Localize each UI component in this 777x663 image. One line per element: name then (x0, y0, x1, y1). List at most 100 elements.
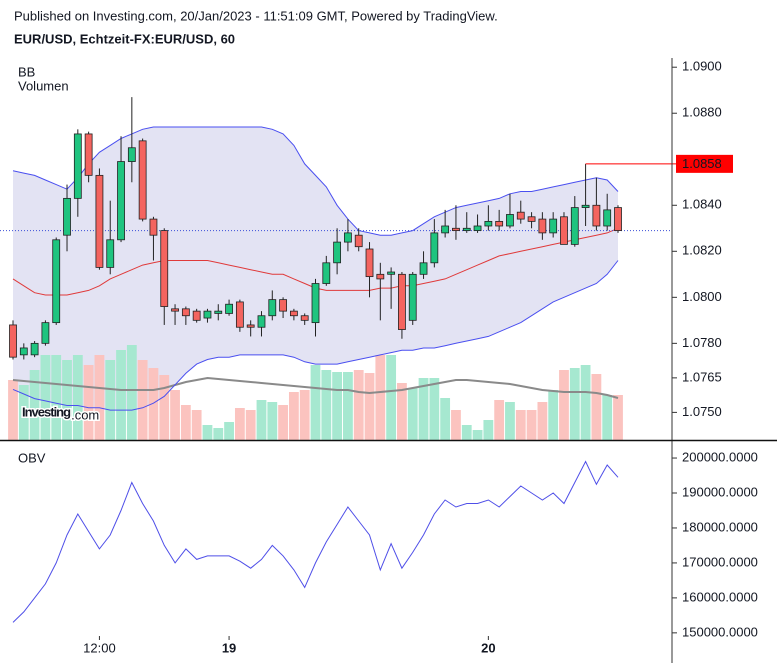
candle-body (387, 271, 396, 275)
volume-bar (559, 370, 569, 440)
candle-body (192, 310, 201, 321)
candle-body (570, 207, 579, 245)
candle-body (30, 342, 39, 356)
overlay: 1.0900 1.0880 1.0840 1.0820 1.0800 1.0780 1.07… (83, 59, 758, 656)
candle-body (333, 241, 342, 264)
volume-bar (72, 355, 83, 440)
candle-body (311, 283, 320, 324)
volume-bar (353, 370, 364, 440)
y-tick-label: 1.0750 (682, 404, 722, 419)
volume-bar (494, 400, 505, 440)
candle-body (279, 299, 287, 312)
y-tick-label: 1.0840 (682, 197, 722, 212)
candle-body (603, 209, 612, 227)
candle-body (506, 214, 514, 227)
volume-bar (18, 385, 29, 440)
y-tick-label: 1.0780 (682, 335, 722, 350)
candle-body (84, 133, 93, 176)
y-tick-label: 160000.0000 (682, 589, 758, 604)
x-tick-label: 12:00 (83, 640, 116, 655)
volume-bar (397, 383, 407, 440)
candle-body (322, 262, 331, 284)
candle-body (419, 262, 428, 275)
volume-bar (407, 388, 418, 440)
bb-upper-line (12, 126, 619, 236)
volume-bar (245, 410, 256, 440)
candle-body (63, 197, 71, 236)
volume-bar (137, 360, 148, 440)
volume-bar (8, 380, 18, 440)
volume-bar (83, 365, 94, 440)
volume-bar (364, 373, 375, 440)
candle-body (365, 248, 374, 278)
candle-body (225, 303, 233, 314)
volume-bar (180, 405, 191, 440)
candle-body (614, 207, 622, 231)
volume-bar (515, 410, 526, 440)
candle-body (495, 220, 504, 227)
candle-body (246, 324, 255, 328)
volume-bar (213, 428, 224, 440)
y-tick-label: 1.0880 (682, 105, 722, 120)
candle-body (181, 308, 190, 317)
volume-bar (537, 402, 548, 440)
volume-bar (94, 355, 105, 440)
volume-bar (51, 355, 62, 440)
volume-bar (569, 368, 580, 440)
published-note: Published on Investing.com, 20/Jan/2023 … (14, 8, 498, 23)
volume-bar (440, 398, 451, 440)
candle-body (581, 204, 590, 208)
candle-body (106, 239, 115, 268)
candle-body (473, 225, 482, 231)
candle-body (538, 218, 547, 234)
candle-body (214, 310, 223, 314)
candle-body (41, 322, 50, 344)
candle-body (19, 347, 28, 356)
candle-body (527, 216, 536, 222)
bb-lower-line (12, 260, 619, 411)
candle-body (376, 273, 385, 280)
candle-body (300, 315, 309, 321)
y-tick-label: 1.0800 (682, 289, 722, 304)
volume-bar (191, 410, 202, 440)
y-tick-label: 1.0765 (682, 369, 722, 384)
volume-bar (321, 370, 332, 440)
candle-body (354, 234, 363, 248)
obv-line (12, 460, 619, 623)
y-tick-label: 190000.0000 (682, 484, 758, 499)
candle-body (73, 133, 82, 199)
volume-bar (375, 355, 386, 440)
volume-bar (224, 422, 234, 440)
candle-body (452, 227, 460, 231)
volume-bar (591, 374, 602, 440)
volume-bar (310, 365, 321, 440)
x-tick-label: 20 (481, 640, 495, 655)
y-tick-label: 180000.0000 (682, 519, 758, 534)
candle-body (52, 239, 61, 324)
volume-bar (29, 370, 40, 440)
volume-bar (126, 345, 137, 440)
candle-body (9, 324, 17, 358)
y-tick-label: 170000.0000 (682, 554, 758, 569)
logo-suffix: .com (71, 407, 99, 422)
candle-body (430, 232, 439, 264)
candle-body (95, 174, 104, 268)
candle-body (462, 227, 471, 231)
candle-body (117, 161, 125, 241)
candle-body (441, 225, 450, 234)
price-label: 1.0858 (682, 156, 722, 171)
volume-bar (505, 402, 515, 440)
volume-bar (202, 425, 213, 440)
volume-bar (278, 405, 288, 440)
volume-bar (299, 390, 310, 440)
volume-bar (105, 360, 116, 440)
volume-bar (288, 392, 299, 440)
candle-body (560, 216, 568, 245)
volume-bar (548, 390, 559, 440)
price-label-box (676, 154, 733, 173)
volume-bar (418, 378, 429, 440)
volume-bar (62, 360, 72, 440)
indicator-label: BB (18, 64, 35, 79)
candle-body (127, 147, 136, 162)
